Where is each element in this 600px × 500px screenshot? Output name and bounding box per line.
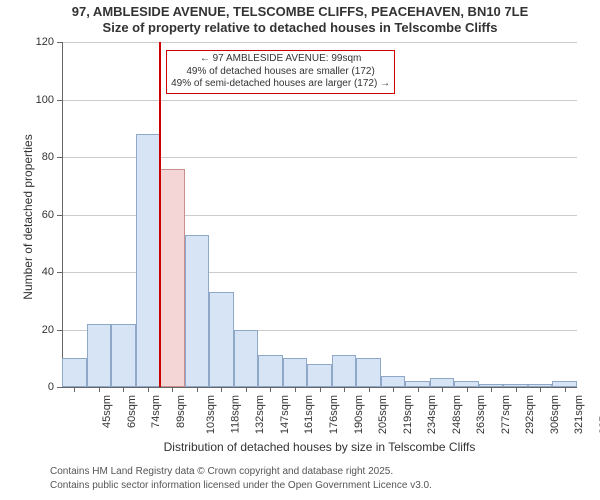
gridline	[62, 100, 577, 101]
x-tick-label: 74sqm	[150, 395, 162, 428]
x-tick-label: 60sqm	[126, 395, 138, 428]
x-axis-title: Distribution of detached houses by size …	[62, 440, 577, 454]
plot-area: 02040608010012045sqm60sqm74sqm89sqm103sq…	[62, 42, 577, 387]
callout-box: ← 97 AMBLESIDE AVENUE: 99sqm49% of detac…	[166, 50, 395, 94]
x-tick-label: 89sqm	[175, 395, 187, 428]
callout-line: 49% of detached houses are smaller (172)	[171, 66, 390, 79]
x-tick-label: 132sqm	[255, 395, 267, 434]
x-tick-mark	[565, 387, 566, 392]
x-tick-label: 205sqm	[377, 395, 389, 434]
x-tick-mark	[295, 387, 296, 392]
x-tick-label: 321sqm	[573, 395, 585, 434]
x-tick-label: 234sqm	[426, 395, 438, 434]
title-line-2: Size of property relative to detached ho…	[0, 20, 600, 36]
x-tick-label: 248sqm	[451, 395, 463, 434]
histogram-bar	[332, 355, 357, 387]
histogram-bar	[160, 169, 185, 388]
x-tick-mark	[369, 387, 370, 392]
x-tick-mark	[320, 387, 321, 392]
gridline	[62, 42, 577, 43]
y-tick-label: 100	[24, 94, 54, 106]
callout-line: ← 97 AMBLESIDE AVENUE: 99sqm	[171, 53, 390, 66]
x-tick-mark	[123, 387, 124, 392]
chart-container: 97, AMBLESIDE AVENUE, TELSCOMBE CLIFFS, …	[0, 0, 600, 500]
y-tick-label: 0	[24, 381, 54, 393]
histogram-bar	[356, 358, 381, 387]
histogram-bar	[381, 376, 406, 388]
x-tick-mark	[74, 387, 75, 392]
histogram-bar	[283, 358, 308, 387]
reference-line	[159, 42, 161, 387]
x-tick-mark	[148, 387, 149, 392]
histogram-bar	[136, 134, 161, 387]
x-tick-mark	[197, 387, 198, 392]
y-tick-label: 120	[24, 36, 54, 48]
histogram-bar	[62, 358, 87, 387]
x-tick-mark	[393, 387, 394, 392]
x-tick-mark	[270, 387, 271, 392]
x-tick-label: 190sqm	[353, 395, 365, 434]
histogram-bar	[209, 292, 234, 387]
x-tick-mark	[418, 387, 419, 392]
histogram-bar	[430, 378, 455, 387]
y-tick-label: 20	[24, 324, 54, 336]
x-tick-label: 219sqm	[402, 395, 414, 434]
histogram-bar	[185, 235, 210, 387]
x-tick-mark	[344, 387, 345, 392]
histogram-bar	[258, 355, 283, 387]
y-axis	[62, 42, 63, 387]
histogram-bar	[111, 324, 136, 387]
histogram-bar	[87, 324, 112, 387]
title-block: 97, AMBLESIDE AVENUE, TELSCOMBE CLIFFS, …	[0, 4, 600, 35]
footer-line-1: Contains HM Land Registry data © Crown c…	[50, 466, 393, 477]
x-tick-label: 118sqm	[229, 395, 241, 433]
x-tick-mark	[172, 387, 173, 392]
x-tick-label: 263sqm	[475, 395, 487, 434]
x-tick-label: 292sqm	[524, 395, 536, 434]
x-tick-mark	[516, 387, 517, 392]
y-axis-title: Number of detached properties	[21, 117, 35, 317]
x-tick-label: 277sqm	[500, 395, 512, 434]
x-tick-label: 161sqm	[304, 395, 316, 434]
histogram-bar	[234, 330, 259, 388]
x-tick-mark	[99, 387, 100, 392]
x-tick-mark	[246, 387, 247, 392]
x-tick-mark	[491, 387, 492, 392]
callout-line: 49% of semi-detached houses are larger (…	[171, 78, 390, 91]
histogram-bar	[307, 364, 332, 387]
x-tick-label: 306sqm	[549, 395, 561, 434]
x-tick-mark	[442, 387, 443, 392]
x-tick-mark	[221, 387, 222, 392]
footer-line-2: Contains public sector information licen…	[50, 480, 432, 491]
x-tick-label: 45sqm	[101, 395, 113, 428]
x-tick-label: 147sqm	[279, 395, 291, 434]
x-tick-mark	[540, 387, 541, 392]
x-tick-mark	[467, 387, 468, 392]
title-line-1: 97, AMBLESIDE AVENUE, TELSCOMBE CLIFFS, …	[0, 4, 600, 20]
x-tick-label: 176sqm	[328, 395, 340, 434]
x-tick-label: 103sqm	[205, 395, 217, 434]
